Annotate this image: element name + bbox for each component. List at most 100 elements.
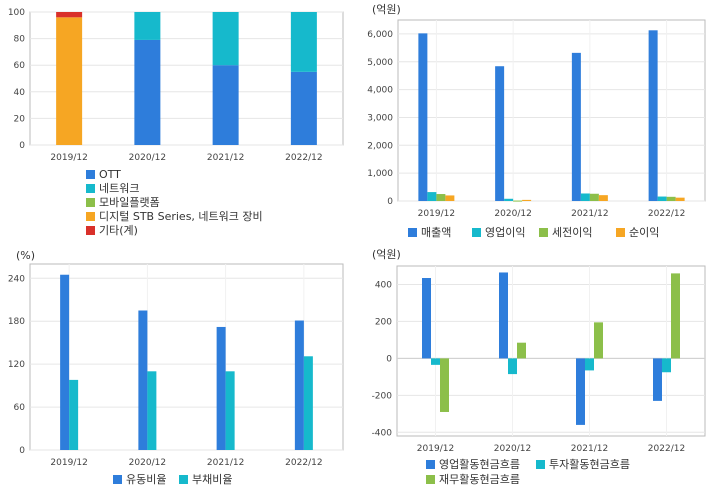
bar [594, 322, 603, 359]
y-tick-label: 240 [8, 274, 25, 284]
x-tick-label: 2019/12 [417, 444, 454, 454]
legend-swatch [86, 198, 95, 207]
y-tick-label: 40 [14, 88, 26, 98]
y-tick-label: 0 [19, 446, 25, 456]
x-tick-label: 2022/12 [285, 458, 322, 468]
legend-label: 순이익 [629, 226, 659, 239]
chart1: 0 20 40 60 80 100 2019/12 2020/12 2021/12 2022/12… [8, 8, 344, 237]
x-tick-label: 2021/12 [571, 209, 608, 219]
y-tick-label: 3,000 [367, 113, 393, 123]
bar [495, 66, 505, 202]
legend-swatch [472, 228, 481, 237]
legend-label: 유동비율 [126, 473, 166, 486]
x-tick-label: 2020/12 [494, 444, 531, 454]
bar [225, 371, 235, 450]
y-tick-label: 1,000 [367, 169, 393, 179]
x-tick-label: 2022/12 [285, 153, 322, 163]
plot-frame [29, 263, 344, 451]
plot-frame [397, 19, 706, 202]
bar [598, 195, 608, 201]
bar [571, 52, 581, 202]
unit-label: (%) [16, 249, 35, 262]
legend-label: 디지털 STB Series, 네트워크 장비 [99, 210, 263, 223]
y-tick-label: -200 [372, 391, 393, 401]
legend-label: 부채비율 [192, 473, 232, 486]
y-tick-label: 2,000 [367, 141, 393, 151]
legend-swatch [113, 475, 122, 484]
x-tick-label: 2020/12 [129, 458, 166, 468]
bar [56, 12, 83, 18]
bar [440, 358, 449, 412]
x-tick-label: 2022/12 [648, 444, 685, 454]
y-tick-label: 0 [386, 354, 392, 364]
legend-swatch [536, 460, 545, 469]
chart3: (%) 0 60 120 180 240 2019/12 2020/12 2021/12 2022… [8, 249, 344, 486]
bar [576, 358, 585, 425]
bar [648, 30, 658, 202]
bar [436, 194, 446, 201]
bar [290, 12, 317, 72]
y-tick-label: 0 [19, 141, 25, 151]
y-tick-label: 100 [8, 8, 25, 18]
legend-label: 영업활동현금흐름 [439, 457, 520, 471]
legend-swatch [86, 212, 95, 221]
legend-label: OTT [99, 168, 121, 181]
bar [138, 310, 148, 450]
bar [431, 358, 440, 365]
bar [212, 65, 239, 145]
y-tick-label: 400 [375, 280, 392, 290]
y-tick-label: 80 [14, 35, 26, 45]
bar [504, 198, 514, 201]
bar [513, 200, 523, 202]
legend-label: 네트워크 [99, 182, 139, 195]
y-tick-label: 60 [14, 61, 26, 71]
bar [69, 379, 79, 450]
bar [585, 358, 594, 371]
bar [675, 197, 685, 201]
bar [508, 358, 517, 375]
legend-swatch [426, 475, 435, 484]
bar [580, 193, 590, 201]
bar [216, 326, 226, 450]
unit-label: (억원) [372, 3, 401, 16]
bar [589, 193, 599, 201]
bar [134, 12, 161, 40]
bar [445, 195, 455, 201]
bar [499, 272, 508, 359]
legend-swatch [86, 226, 95, 235]
x-tick-label: 2022/12 [648, 209, 685, 219]
y-tick-label: 4,000 [367, 86, 393, 96]
x-tick-label: 2020/12 [129, 153, 166, 163]
y-tick-label: 60 [14, 403, 26, 413]
bar [657, 196, 667, 201]
legend-label: 투자활동현금흐름 [549, 457, 630, 471]
y-tick-label: 6,000 [367, 30, 393, 40]
bar [303, 356, 313, 450]
y-tick-label: -400 [372, 428, 393, 438]
bar [418, 33, 428, 202]
bar [662, 358, 671, 373]
legend-swatch [616, 228, 625, 237]
legend-label: 기타(계) [99, 224, 138, 237]
y-tick-label: 20 [14, 114, 26, 124]
x-tick-label: 2021/12 [207, 458, 244, 468]
plot-frame [29, 11, 344, 146]
bar [294, 320, 304, 450]
legend-swatch [408, 228, 417, 237]
legend-label: 영업이익 [485, 226, 525, 239]
y-tick-label: 5,000 [367, 58, 393, 68]
x-tick-label: 2020/12 [494, 209, 531, 219]
x-tick-label: 2021/12 [207, 153, 244, 163]
x-tick-label: 2019/12 [50, 458, 87, 468]
legend-label: 매출액 [421, 226, 451, 239]
legend-swatch [179, 475, 188, 484]
legend-swatch [539, 228, 548, 237]
y-tick-label: 0 [387, 197, 393, 207]
bar [666, 196, 676, 201]
legend-label: 모바일플랫폼 [99, 195, 160, 209]
bar [517, 342, 526, 359]
legend-swatch [86, 184, 95, 193]
y-tick-label: 200 [375, 317, 392, 327]
bar [427, 192, 437, 201]
